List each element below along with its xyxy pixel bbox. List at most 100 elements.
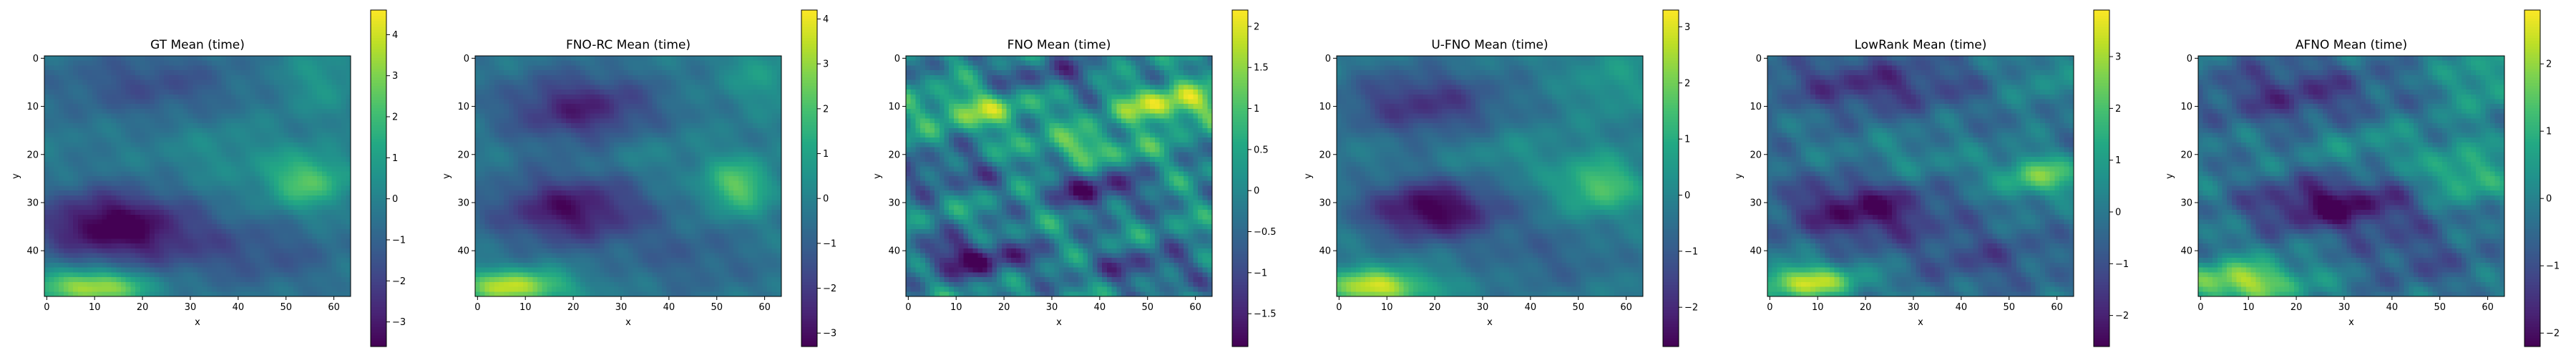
heatmap-cell — [203, 248, 208, 253]
heatmap-cell — [480, 118, 485, 123]
heatmap-cell — [207, 75, 212, 80]
heatmap-cell — [575, 157, 580, 162]
heatmap-cell — [767, 109, 772, 114]
heatmap-cell — [336, 282, 341, 287]
heatmap-cell — [255, 287, 260, 292]
heatmap-cell — [212, 185, 217, 190]
heatmap-cell — [686, 65, 691, 70]
heatmap-cell — [269, 99, 274, 104]
heatmap-cell — [68, 128, 73, 133]
heatmap-cell — [552, 167, 557, 172]
heatmap-cell — [480, 133, 485, 138]
heatmap-cell — [633, 95, 638, 100]
heatmap-cell — [188, 99, 193, 104]
heatmap-cell — [240, 268, 245, 273]
heatmap-cell — [313, 243, 318, 248]
colorbar-segment — [371, 304, 386, 308]
heatmap-cell — [203, 167, 208, 172]
heatmap-cell — [231, 215, 236, 220]
heatmap-cell — [341, 118, 346, 123]
heatmap-cell — [595, 137, 600, 142]
heatmap-cell — [255, 65, 260, 70]
heatmap-cell — [265, 128, 270, 133]
heatmap-cell — [135, 234, 140, 239]
heatmap-cell — [772, 171, 777, 176]
heatmap-cell — [317, 224, 322, 229]
heatmap-cell — [724, 157, 729, 162]
heatmap-cell — [537, 167, 542, 172]
heatmap-cell — [552, 128, 557, 133]
heatmap-cell — [322, 56, 327, 61]
heatmap-cell — [130, 219, 135, 224]
heatmap-cell — [116, 99, 121, 104]
heatmap-cell — [145, 238, 150, 243]
heatmap-cell — [484, 167, 489, 172]
heatmap-cell — [662, 65, 667, 70]
heatmap-cell — [54, 171, 59, 176]
heatmap-cell — [226, 263, 231, 268]
heatmap-cell — [160, 238, 165, 243]
heatmap-cell — [691, 114, 696, 119]
heatmap-cell — [331, 195, 336, 200]
heatmap-cell — [274, 248, 279, 253]
heatmap-cell — [54, 162, 59, 167]
heatmap-cell — [49, 65, 54, 70]
heatmap-cell — [719, 152, 724, 157]
heatmap-cell — [260, 118, 265, 123]
heatmap-cell — [523, 95, 528, 100]
heatmap-cell — [293, 277, 298, 282]
heatmap-cell — [298, 234, 303, 239]
heatmap-cell — [112, 243, 117, 248]
heatmap-cell — [155, 157, 160, 162]
heatmap-cell — [628, 95, 633, 100]
heatmap-cell — [595, 104, 600, 109]
heatmap-cell — [724, 123, 729, 128]
heatmap-cell — [494, 128, 499, 133]
colorbar-segment — [371, 274, 386, 277]
heatmap-cell — [652, 171, 657, 176]
heatmap-cell — [494, 65, 499, 70]
heatmap-cell — [748, 137, 753, 142]
heatmap-cell — [207, 114, 212, 119]
heatmap-cell — [575, 171, 580, 176]
heatmap-cell — [207, 167, 212, 172]
heatmap-cell — [609, 65, 614, 70]
heatmap-cell — [140, 253, 145, 258]
heatmap-cell — [547, 147, 552, 153]
heatmap-cell — [710, 90, 715, 95]
heatmap-cell — [197, 114, 203, 119]
heatmap-cell — [552, 84, 557, 90]
heatmap-cell — [49, 99, 54, 104]
heatmap-cell — [298, 118, 303, 123]
heatmap-cell — [322, 195, 327, 200]
heatmap-cell — [212, 90, 217, 95]
heatmap-cell — [308, 137, 313, 142]
heatmap-cell — [504, 167, 509, 172]
heatmap-cell — [260, 224, 265, 229]
heatmap-cell — [762, 147, 767, 153]
heatmap-cell — [217, 181, 222, 186]
heatmap-cell — [628, 114, 633, 119]
heatmap-cell — [135, 90, 140, 95]
heatmap-cell — [283, 84, 288, 90]
heatmap-cell — [762, 162, 767, 167]
heatmap-cell — [83, 205, 88, 210]
heatmap-cell — [633, 123, 638, 128]
heatmap-cell — [313, 277, 318, 282]
heatmap-cell — [207, 70, 212, 75]
heatmap-cell — [341, 205, 346, 210]
heatmap-cell — [542, 171, 547, 176]
heatmap-cell — [504, 123, 509, 128]
heatmap-cell — [217, 95, 222, 100]
heatmap-cell — [283, 142, 288, 147]
heatmap-cell — [743, 133, 748, 138]
heatmap-cell — [221, 219, 226, 224]
heatmap-cell — [265, 118, 270, 123]
heatmap-cell — [145, 104, 150, 109]
heatmap-cell — [64, 210, 69, 215]
heatmap-cell — [44, 104, 49, 109]
heatmap-cell — [537, 162, 542, 167]
heatmap-cell — [250, 253, 255, 258]
heatmap-cell — [575, 56, 580, 61]
heatmap-cell — [83, 195, 88, 200]
